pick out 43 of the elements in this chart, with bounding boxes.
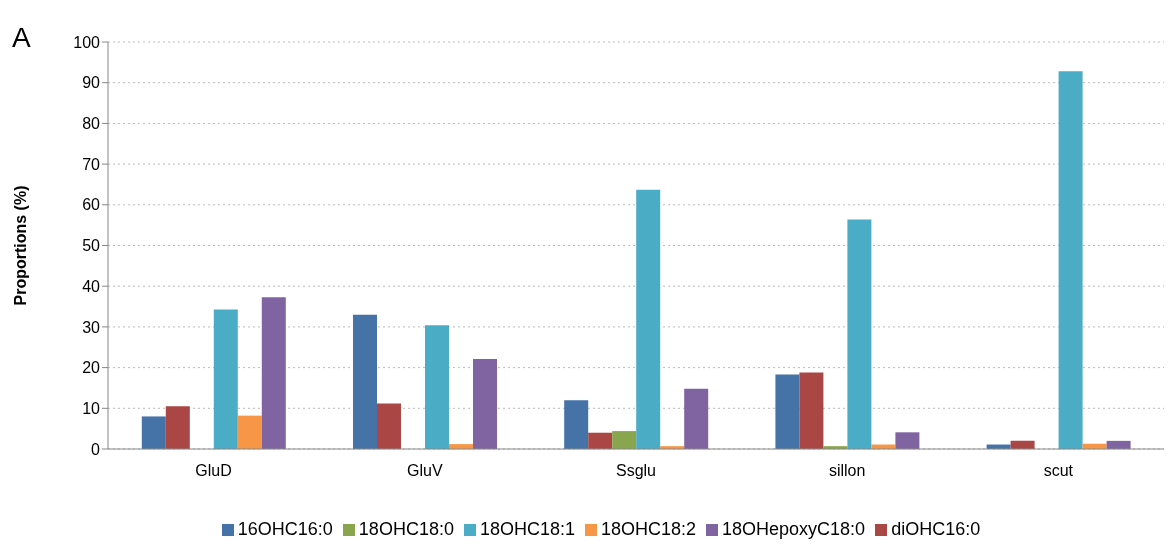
y-tick-label: 10 (82, 399, 101, 417)
y-axis-title: Proportions (%) (11, 185, 29, 306)
bar (564, 400, 589, 449)
y-tick-label: 50 (82, 237, 101, 255)
y-tick-label: 30 (82, 318, 101, 336)
y-tick-label: 20 (82, 359, 101, 377)
bar (261, 297, 286, 449)
bar (141, 416, 166, 449)
bar (237, 415, 262, 449)
bar (684, 388, 709, 449)
legend-label: 16OHC16:0 (237, 519, 333, 539)
x-tick-label: scut (1043, 462, 1074, 480)
x-tick-label: GluV (407, 462, 443, 480)
bar (775, 374, 800, 449)
text: A (12, 22, 31, 54)
bar (799, 372, 824, 449)
y-tick-label: 70 (82, 155, 101, 173)
y-tick-label: 40 (82, 277, 101, 295)
legend-label: 18OHC18:2 (600, 519, 697, 539)
y-tick-label: 0 (91, 440, 101, 458)
bar (472, 359, 497, 449)
legend-label: 18OHepoxyC18:0 (722, 519, 866, 539)
bar (895, 432, 920, 449)
y-tick-label: 90 (82, 74, 101, 92)
bar (636, 189, 661, 449)
x-tick-label: sillon (828, 462, 866, 480)
bar (847, 219, 872, 449)
bar (1058, 71, 1083, 449)
legend-label: 18OHC18:0 (358, 519, 454, 539)
legend-label: diOHC16:0 (891, 519, 981, 539)
legend-label: 18OHC18:1 (479, 519, 575, 539)
bar (352, 314, 377, 449)
bar (165, 406, 190, 449)
bar (213, 309, 238, 449)
y-tick-label: 80 (82, 115, 101, 133)
bar (588, 432, 613, 449)
bar (612, 431, 637, 449)
x-tick-label: Ssglu (615, 462, 657, 480)
y-tick-label: 100 (73, 33, 101, 51)
bar (424, 325, 449, 449)
y-tick-label: 60 (82, 196, 101, 214)
x-tick-label: GluD (195, 462, 232, 480)
bar (376, 403, 401, 449)
